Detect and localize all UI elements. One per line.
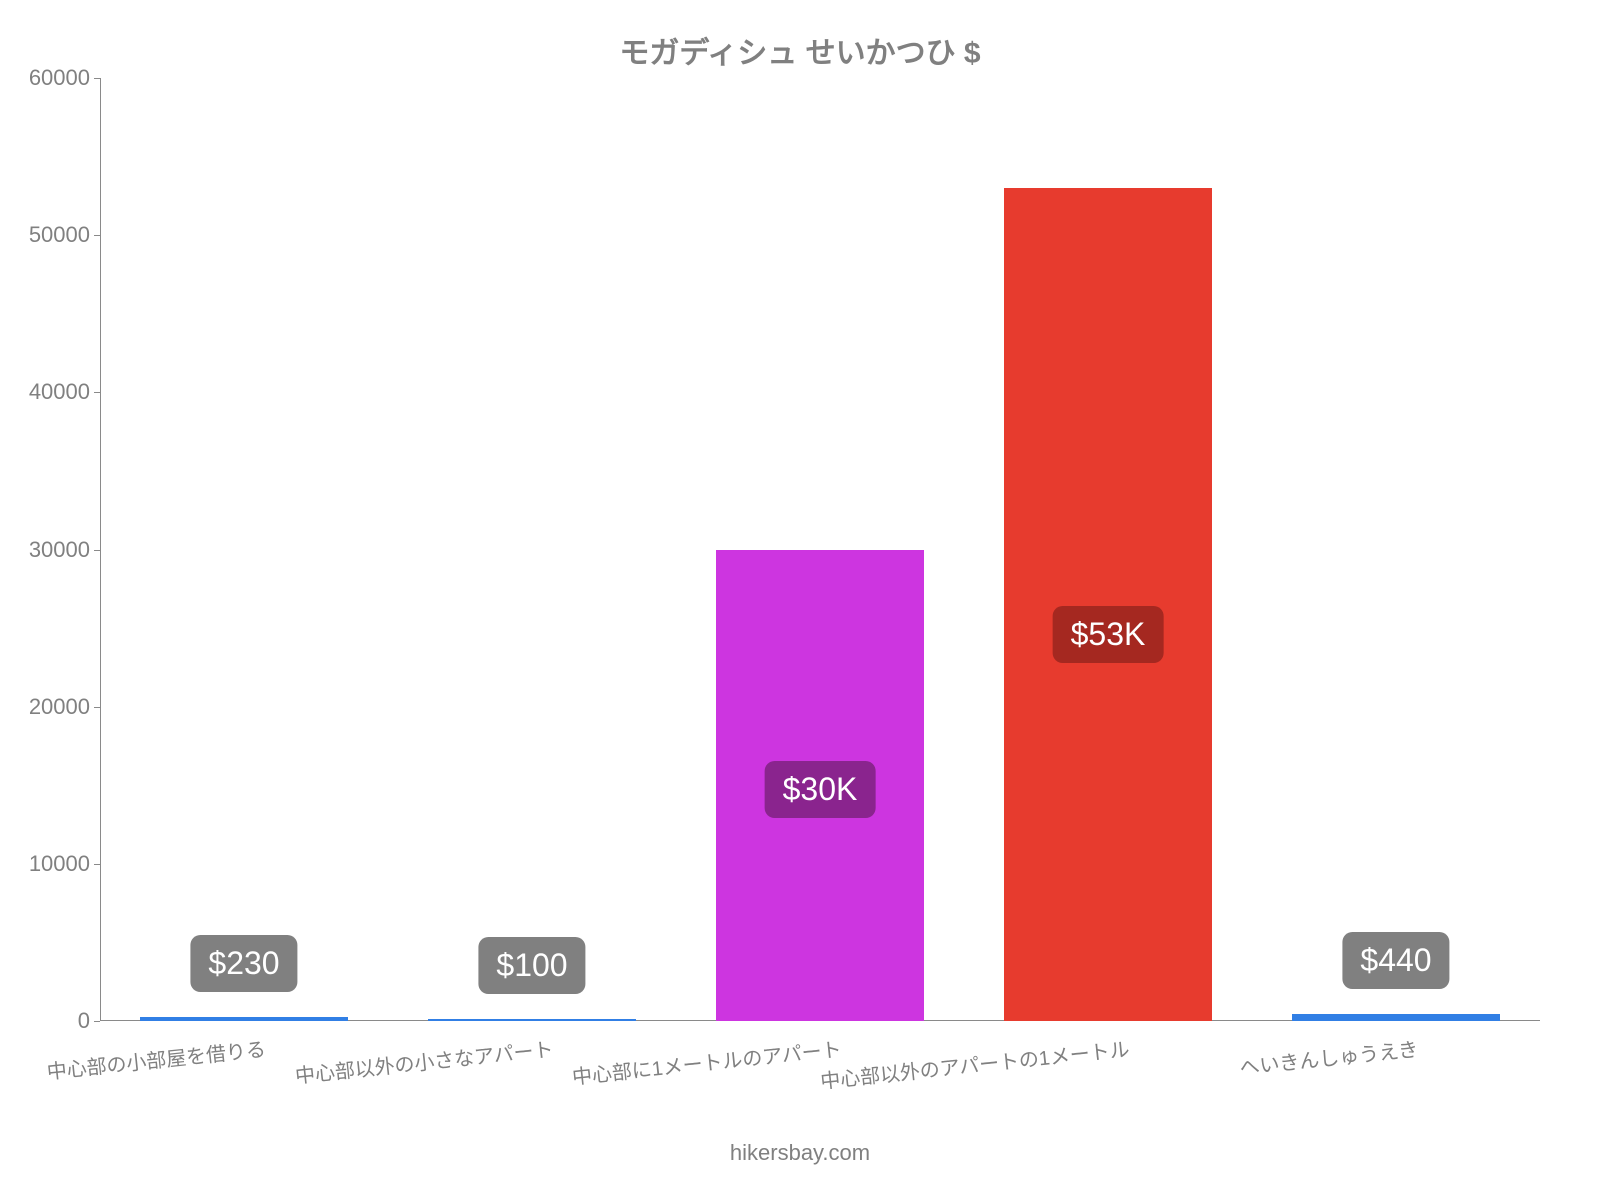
bar-value-label: $30K <box>765 761 876 818</box>
y-tick-label: 0 <box>10 1008 90 1034</box>
y-tick-label: 50000 <box>10 222 90 248</box>
x-tick-label: 中心部以外の小さなアパート <box>293 1033 554 1089</box>
bar <box>1004 188 1211 1021</box>
y-tick-label: 40000 <box>10 379 90 405</box>
bar <box>140 1017 347 1021</box>
y-tick-label: 10000 <box>10 851 90 877</box>
y-tick-mark <box>94 1021 100 1022</box>
chart-root: モガディシュ せいかつひ $ 0 10000 20000 30000 40000 5000… <box>0 0 1600 1200</box>
bar-value-label: $53K <box>1053 606 1164 663</box>
bar-value-label: $100 <box>478 937 585 994</box>
y-tick-label: 20000 <box>10 694 90 720</box>
x-tick-label: 中心部の小部屋を借りる <box>45 1033 267 1085</box>
y-tick-label: 30000 <box>10 537 90 563</box>
bar <box>428 1019 635 1021</box>
x-tick-label: へいきんしゅうえき <box>1238 1033 1419 1081</box>
chart-title: モガディシュ せいかつひ $ <box>619 28 980 72</box>
x-tick-label: 中心部に1メートルのアパート <box>570 1033 842 1090</box>
bar-value-label: $230 <box>190 935 297 992</box>
bar-value-label: $440 <box>1342 932 1449 989</box>
y-tick-label: 60000 <box>10 65 90 91</box>
bar <box>1292 1014 1499 1021</box>
plot-area: $230 $100 $30K $53K $440 <box>100 78 1540 1021</box>
footer-credit: hikersbay.com <box>730 1140 870 1166</box>
x-tick-label: 中心部以外のアパートの1メートル <box>819 1033 1131 1094</box>
